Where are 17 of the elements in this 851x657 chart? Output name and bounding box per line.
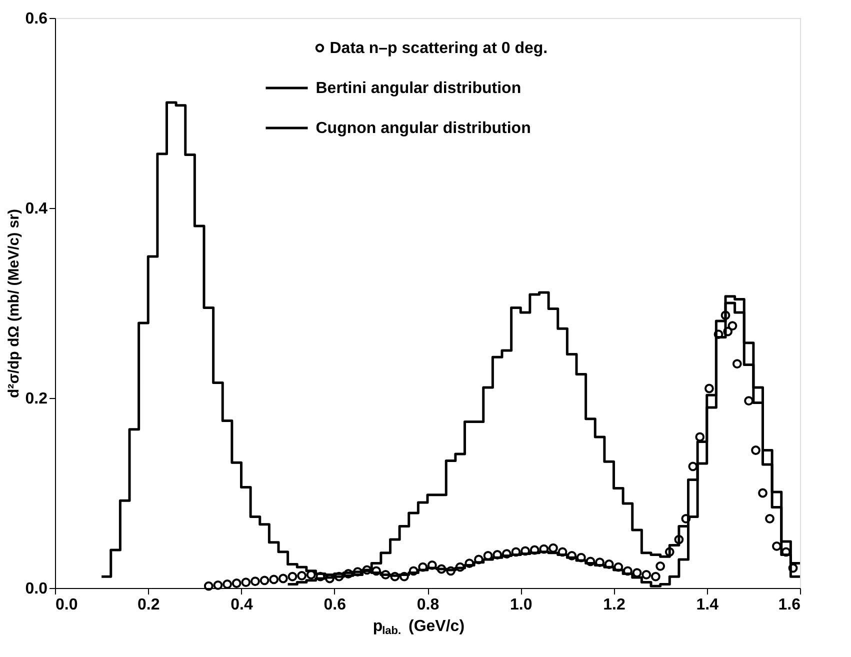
y-tick-label: 0.4 <box>25 200 48 218</box>
y-tick-label: 0.2 <box>25 390 48 408</box>
legend-label: Bertini angular distribution <box>316 80 522 97</box>
x-tick-label: 1.4 <box>696 596 719 614</box>
y-tick-label: 0.0 <box>25 580 48 598</box>
x-tick-label: 0.2 <box>138 596 160 614</box>
x-tick-label: 0.4 <box>230 596 253 614</box>
x-tick-label: 1.0 <box>510 596 532 614</box>
y-tick-label: 0.6 <box>25 10 48 28</box>
x-tick-label: 1.6 <box>778 596 801 614</box>
legend-label: Data n–p scattering at 0 deg. <box>330 40 548 57</box>
x-tick-label: 0.8 <box>416 596 440 614</box>
x-tick-label: 1.2 <box>603 596 626 614</box>
y-axis-title: d²σ/dp dΩ (mb/ (MeV/c) sr) <box>5 209 22 398</box>
x-tick-label: 0.0 <box>56 596 78 614</box>
x-tick-label: 0.6 <box>324 596 346 614</box>
legend-label: Cugnon angular distribution <box>316 120 531 137</box>
